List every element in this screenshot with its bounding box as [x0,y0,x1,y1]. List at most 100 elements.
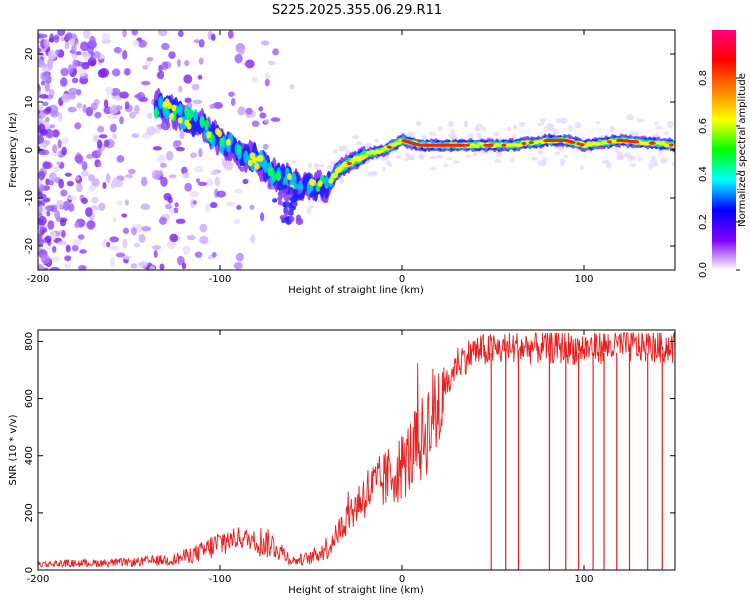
spectral-peak [461,143,467,147]
spectral-noise [41,198,46,207]
spectral-ridge [291,202,298,207]
spectral-noise [97,161,102,167]
spectral-noise [506,126,512,132]
spectral-ridge [277,200,283,206]
spectral-peak [465,143,471,147]
spectral-noise [133,242,141,248]
spectral-noise [326,165,334,170]
spectral-noise [153,250,158,258]
spectral-noise [168,174,177,179]
spectral-noise [81,197,88,204]
spectral-noise [66,32,73,40]
spectral-noise [192,200,197,205]
spectral-noise [463,120,468,127]
spectral-noise [173,207,179,214]
spectral-ridge [204,119,210,130]
spectral-peak [488,143,494,147]
spectral-noise [138,261,148,269]
spectral-noise [138,234,146,243]
spectral-noise [555,117,562,124]
spectral-noise [146,125,157,136]
spectral-noise [38,170,46,181]
spectral-noise [538,150,544,155]
spectral-noise [46,210,51,217]
spectral-noise [474,126,481,132]
spectral-noise [116,155,125,163]
spectral-noise [110,257,116,268]
spectrogram-y-label: Frequency (Hz) [8,112,19,188]
spectral-noise [212,101,223,109]
spectral-noise [452,160,461,164]
spectral-noise [174,202,179,208]
spectral-noise [122,255,132,260]
spectral-noise [40,254,51,265]
spectral-noise [429,167,437,171]
spectral-noise [260,40,270,46]
spectral-noise [123,68,131,76]
spectral-noise [103,139,110,148]
spectral-noise [406,132,415,137]
spectral-ridge [276,171,282,182]
spectral-noise [465,154,472,158]
spectral-noise [167,196,173,204]
spectral-noise [81,161,88,171]
spectral-ridge [317,180,323,188]
spectrogram-x-tick-label: -100 [209,274,232,285]
spectral-noise [38,200,42,207]
spectral-noise [617,151,624,159]
spectral-noise [40,112,46,119]
spectral-noise [136,223,143,233]
spectral-noise [226,201,236,207]
spectral-ridge [324,176,330,190]
spectral-noise [106,241,111,248]
spectral-noise [111,68,121,77]
spectral-noise [230,97,236,107]
spectral-noise [165,203,172,210]
spectral-noise [448,121,455,128]
spectral-noise [88,185,96,192]
spectral-noise [53,34,60,43]
spectral-noise [197,74,203,80]
spectral-noise [199,223,208,233]
spectral-noise [80,170,90,177]
spectrogram-image [38,30,675,270]
spectral-noise [418,153,425,160]
spectral-noise [192,99,203,105]
spectral-noise [49,124,56,129]
spectral-noise [306,207,312,214]
spectral-noise [560,117,568,124]
spectral-noise [289,84,295,90]
spectral-noise [134,104,140,115]
spectral-noise [42,161,51,169]
spectral-noise [344,149,351,156]
spectral-noise [40,149,50,156]
spectral-noise [72,68,78,75]
spectral-noise [374,138,379,143]
spectral-noise [186,234,196,241]
spectral-noise [38,233,42,243]
spectral-ridge [295,217,304,226]
spectral-noise [552,128,558,135]
spectral-noise [495,151,503,157]
spectral-noise [142,65,149,70]
spectral-noise [183,74,193,84]
spectral-noise [72,59,78,70]
spectral-noise [206,178,214,187]
spectral-noise [90,102,98,111]
colorbar-label: Normalized spectral amplitude [737,73,748,227]
spectral-noise [38,63,49,68]
spectral-noise [338,177,344,184]
spectral-noise [65,244,71,253]
spectral-noise [91,197,99,204]
colorbar-tick-label: 0.8 [698,70,709,86]
spectrogram-y-tick-label: -10 [24,190,35,206]
spectral-ridge [283,193,291,202]
snr-x-tick-label: 0 [399,574,405,585]
spectral-noise [83,30,91,39]
spectral-noise [548,124,555,131]
spectral-ridge [243,150,249,164]
spectral-noise [122,30,127,38]
spectral-noise [309,204,315,209]
spectral-noise [42,101,49,107]
